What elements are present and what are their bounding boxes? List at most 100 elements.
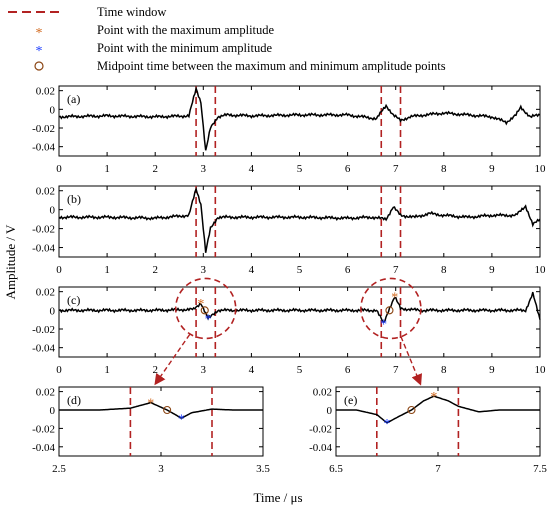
y-tick-label: 0 bbox=[50, 305, 56, 317]
zoom-arrow bbox=[154, 334, 191, 386]
plot-frame bbox=[58, 386, 264, 457]
y-tick-label: -0.04 bbox=[32, 243, 55, 255]
min-point-marker: * bbox=[178, 412, 185, 427]
panel-label: (d) bbox=[67, 393, 81, 407]
y-axis-label: Amplitude / V bbox=[3, 224, 18, 299]
x-tick-label: 10 bbox=[535, 163, 547, 175]
x-tick-label: 10 bbox=[535, 264, 547, 276]
plot-frame bbox=[58, 185, 541, 258]
zoom-circle bbox=[174, 277, 237, 340]
y-tick-label: -0.02 bbox=[32, 324, 55, 336]
panel-e: 0.02 0 -0.02 -0.04 6.5 7 7.5 * * (e) bbox=[309, 386, 547, 475]
max-point-marker: * bbox=[430, 390, 437, 405]
y-tick-label: -0.02 bbox=[32, 423, 55, 435]
plot-frame bbox=[335, 386, 541, 457]
y-tick-label: -0.02 bbox=[32, 123, 55, 135]
legend-mid-circle-icon bbox=[34, 61, 44, 71]
x-tick-label: 6 bbox=[345, 264, 351, 276]
x-tick-label: 7 bbox=[393, 163, 399, 175]
x-tick-label: 0 bbox=[56, 364, 62, 376]
x-tick-label: 8 bbox=[441, 364, 447, 376]
x-tick-label: 1 bbox=[104, 364, 110, 376]
x-tick-label: 8 bbox=[441, 163, 447, 175]
y-tick-label: -0.02 bbox=[32, 224, 55, 236]
y-tick-label: 0.02 bbox=[36, 86, 55, 98]
x-tick-label: 3 bbox=[201, 264, 207, 276]
y-tick-label: 0.02 bbox=[36, 186, 55, 198]
zoom-arrow bbox=[400, 336, 422, 386]
x-tick-label: 0 bbox=[56, 163, 62, 175]
y-tick-label: -0.02 bbox=[309, 423, 332, 435]
legend-max-asterisk-icon: * bbox=[36, 26, 43, 41]
x-tick-label: 3 bbox=[201, 163, 207, 175]
x-tick-label: 2 bbox=[152, 264, 158, 276]
midpoint-marker bbox=[385, 306, 394, 315]
max-point-marker: * bbox=[391, 290, 398, 305]
x-axis-label: Time / μs bbox=[253, 490, 302, 505]
legend-min-label: Point with the minimum amplitude bbox=[97, 41, 272, 55]
x-tick-label: 2 bbox=[152, 364, 158, 376]
panel-label: (c) bbox=[67, 293, 80, 307]
legend-min-asterisk-icon: * bbox=[36, 44, 43, 59]
x-tick-label: 5 bbox=[297, 163, 303, 175]
signal-line bbox=[59, 401, 263, 420]
panel-b: 0.020-0.02-0.040 1 2 3 4 5 6 7 8 9 10(b) bbox=[32, 185, 547, 276]
panel-label: (e) bbox=[344, 393, 357, 407]
x-tick-label: 2.5 bbox=[52, 463, 66, 475]
x-tick-label: 10 bbox=[535, 364, 547, 376]
x-tick-label: 6 bbox=[345, 364, 351, 376]
y-tick-label: -0.04 bbox=[32, 442, 55, 454]
x-tick-label: 6.5 bbox=[329, 463, 343, 475]
x-tick-label: 7.5 bbox=[533, 463, 547, 475]
x-tick-label: 9 bbox=[489, 264, 495, 276]
max-point-marker: * bbox=[147, 397, 154, 412]
y-tick-label: 0 bbox=[50, 104, 56, 116]
y-tick-label: 0.02 bbox=[36, 387, 55, 399]
legend-window-label: Time window bbox=[97, 5, 166, 19]
signal-line bbox=[58, 85, 541, 151]
x-tick-label: 3 bbox=[201, 364, 207, 376]
x-tick-label: 5 bbox=[297, 264, 303, 276]
panel-label: (b) bbox=[67, 192, 81, 206]
legend-mid-label: Midpoint time between the maximum and mi… bbox=[97, 59, 446, 73]
x-tick-label: 4 bbox=[249, 364, 255, 376]
x-tick-label: 1 bbox=[104, 163, 110, 175]
x-tick-label: 1 bbox=[104, 264, 110, 276]
x-tick-label: 7 bbox=[435, 463, 441, 475]
max-point-marker: * bbox=[197, 297, 204, 312]
min-point-marker: * bbox=[384, 417, 391, 432]
x-tick-label: 5 bbox=[297, 364, 303, 376]
y-tick-label: -0.04 bbox=[309, 442, 332, 454]
plot-frame bbox=[58, 85, 541, 157]
x-tick-label: 2 bbox=[152, 163, 158, 175]
x-tick-label: 3 bbox=[158, 463, 164, 475]
zoom-circle bbox=[360, 277, 422, 340]
legend-max-label: Point with the maximum amplitude bbox=[97, 23, 275, 37]
x-tick-label: 8 bbox=[441, 264, 447, 276]
y-tick-label: 0.02 bbox=[36, 287, 55, 299]
x-tick-label: 9 bbox=[489, 163, 495, 175]
min-point-marker: * bbox=[205, 313, 212, 328]
legend: Time window * Point with the maximum amp… bbox=[8, 5, 446, 73]
y-tick-label: 0 bbox=[50, 405, 56, 417]
y-tick-label: 0 bbox=[50, 205, 56, 217]
x-tick-label: 9 bbox=[489, 364, 495, 376]
signal-line bbox=[58, 291, 541, 324]
y-tick-label: -0.04 bbox=[32, 142, 55, 154]
x-tick-label: 6 bbox=[345, 163, 351, 175]
x-tick-label: 0 bbox=[56, 264, 62, 276]
signal-line bbox=[58, 186, 541, 253]
panel-c: 0.020-0.02-0.040 1 2 3 4 5 6 7 8 9 10* ** *(c) bbox=[32, 277, 547, 376]
min-point-marker: * bbox=[380, 317, 387, 332]
y-tick-label: -0.04 bbox=[32, 343, 55, 355]
x-tick-label: 3.5 bbox=[256, 463, 270, 475]
x-tick-label: 4 bbox=[249, 163, 255, 175]
plot-frame bbox=[58, 286, 541, 358]
y-tick-label: 0.02 bbox=[313, 387, 332, 399]
signal-line bbox=[336, 395, 540, 424]
x-tick-label: 4 bbox=[249, 264, 255, 276]
midpoint-marker bbox=[163, 405, 172, 415]
panel-label: (a) bbox=[67, 92, 80, 106]
y-tick-label: 0 bbox=[327, 405, 333, 417]
